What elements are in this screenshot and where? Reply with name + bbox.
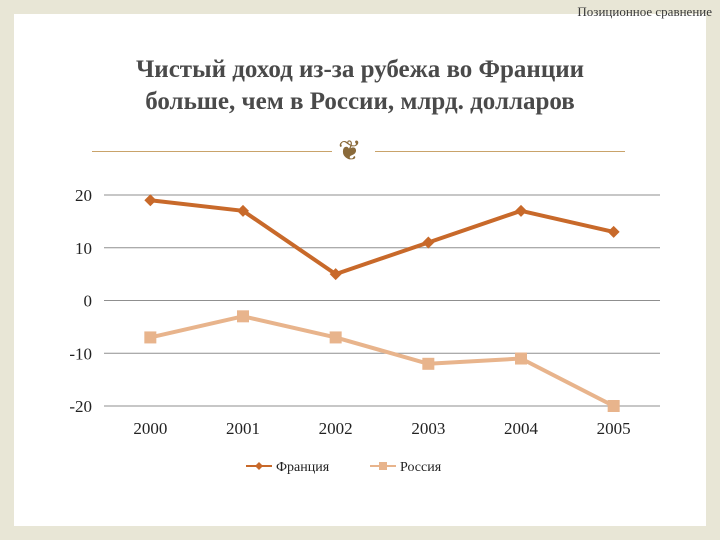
- data-point: [515, 352, 527, 365]
- y-tick-label: 20: [75, 186, 92, 205]
- series-france: [144, 194, 620, 281]
- data-point: [422, 357, 435, 370]
- series-line: [150, 198, 615, 277]
- x-axis-ticks: 2000 2001 2002 2003 2004 2005: [133, 419, 630, 438]
- data-point: [607, 225, 620, 238]
- chart-title: Чистый доход из-за рубежа во Франции бол…: [0, 54, 720, 118]
- decorative-swirl-icon: ❦: [338, 134, 362, 167]
- data-point: [329, 268, 342, 281]
- data-point: [144, 194, 157, 207]
- data-point: [515, 204, 527, 217]
- y-tick-label: -20: [69, 397, 92, 416]
- legend-item: Франция: [246, 460, 330, 475]
- x-tick-label: 2001: [226, 419, 260, 438]
- data-point: [237, 310, 249, 323]
- legend-marker: [255, 462, 263, 470]
- legend-label: Франция: [276, 460, 330, 475]
- data-point: [144, 331, 157, 344]
- data-point: [237, 204, 249, 217]
- y-tick-label: 10: [75, 239, 92, 258]
- x-tick-label: 2005: [597, 419, 631, 438]
- y-axis-ticks: 20 10 0 -10 -20: [69, 186, 92, 416]
- y-tick-label: -10: [69, 344, 92, 363]
- y-tick-label: 0: [84, 292, 93, 311]
- section-label: Позиционное сравнение: [577, 4, 712, 19]
- slide-background: [14, 14, 706, 526]
- data-point: [329, 331, 342, 344]
- x-tick-label: 2003: [411, 419, 445, 438]
- data-point: [607, 400, 620, 412]
- legend-item: Россия: [370, 460, 442, 475]
- legend-label: Россия: [400, 460, 442, 475]
- chart-legend: Франция Россия: [246, 460, 442, 475]
- chart-title-line-1: Чистый доход из-за рубежа во Франции: [135, 56, 585, 83]
- chart-gridlines: [104, 194, 660, 407]
- x-tick-label: 2004: [504, 419, 539, 438]
- data-point: [422, 236, 435, 249]
- title-divider-right: [375, 151, 625, 152]
- chart-series: [144, 194, 620, 412]
- x-tick-label: 2000: [133, 419, 167, 438]
- chart-title-line-2: больше, чем в России, млрд. долларов: [145, 88, 575, 115]
- title-divider-left: [92, 151, 332, 152]
- x-tick-label: 2002: [319, 419, 353, 438]
- series-russia: [144, 310, 620, 412]
- legend-marker: [379, 462, 387, 470]
- series-line: [149, 314, 615, 408]
